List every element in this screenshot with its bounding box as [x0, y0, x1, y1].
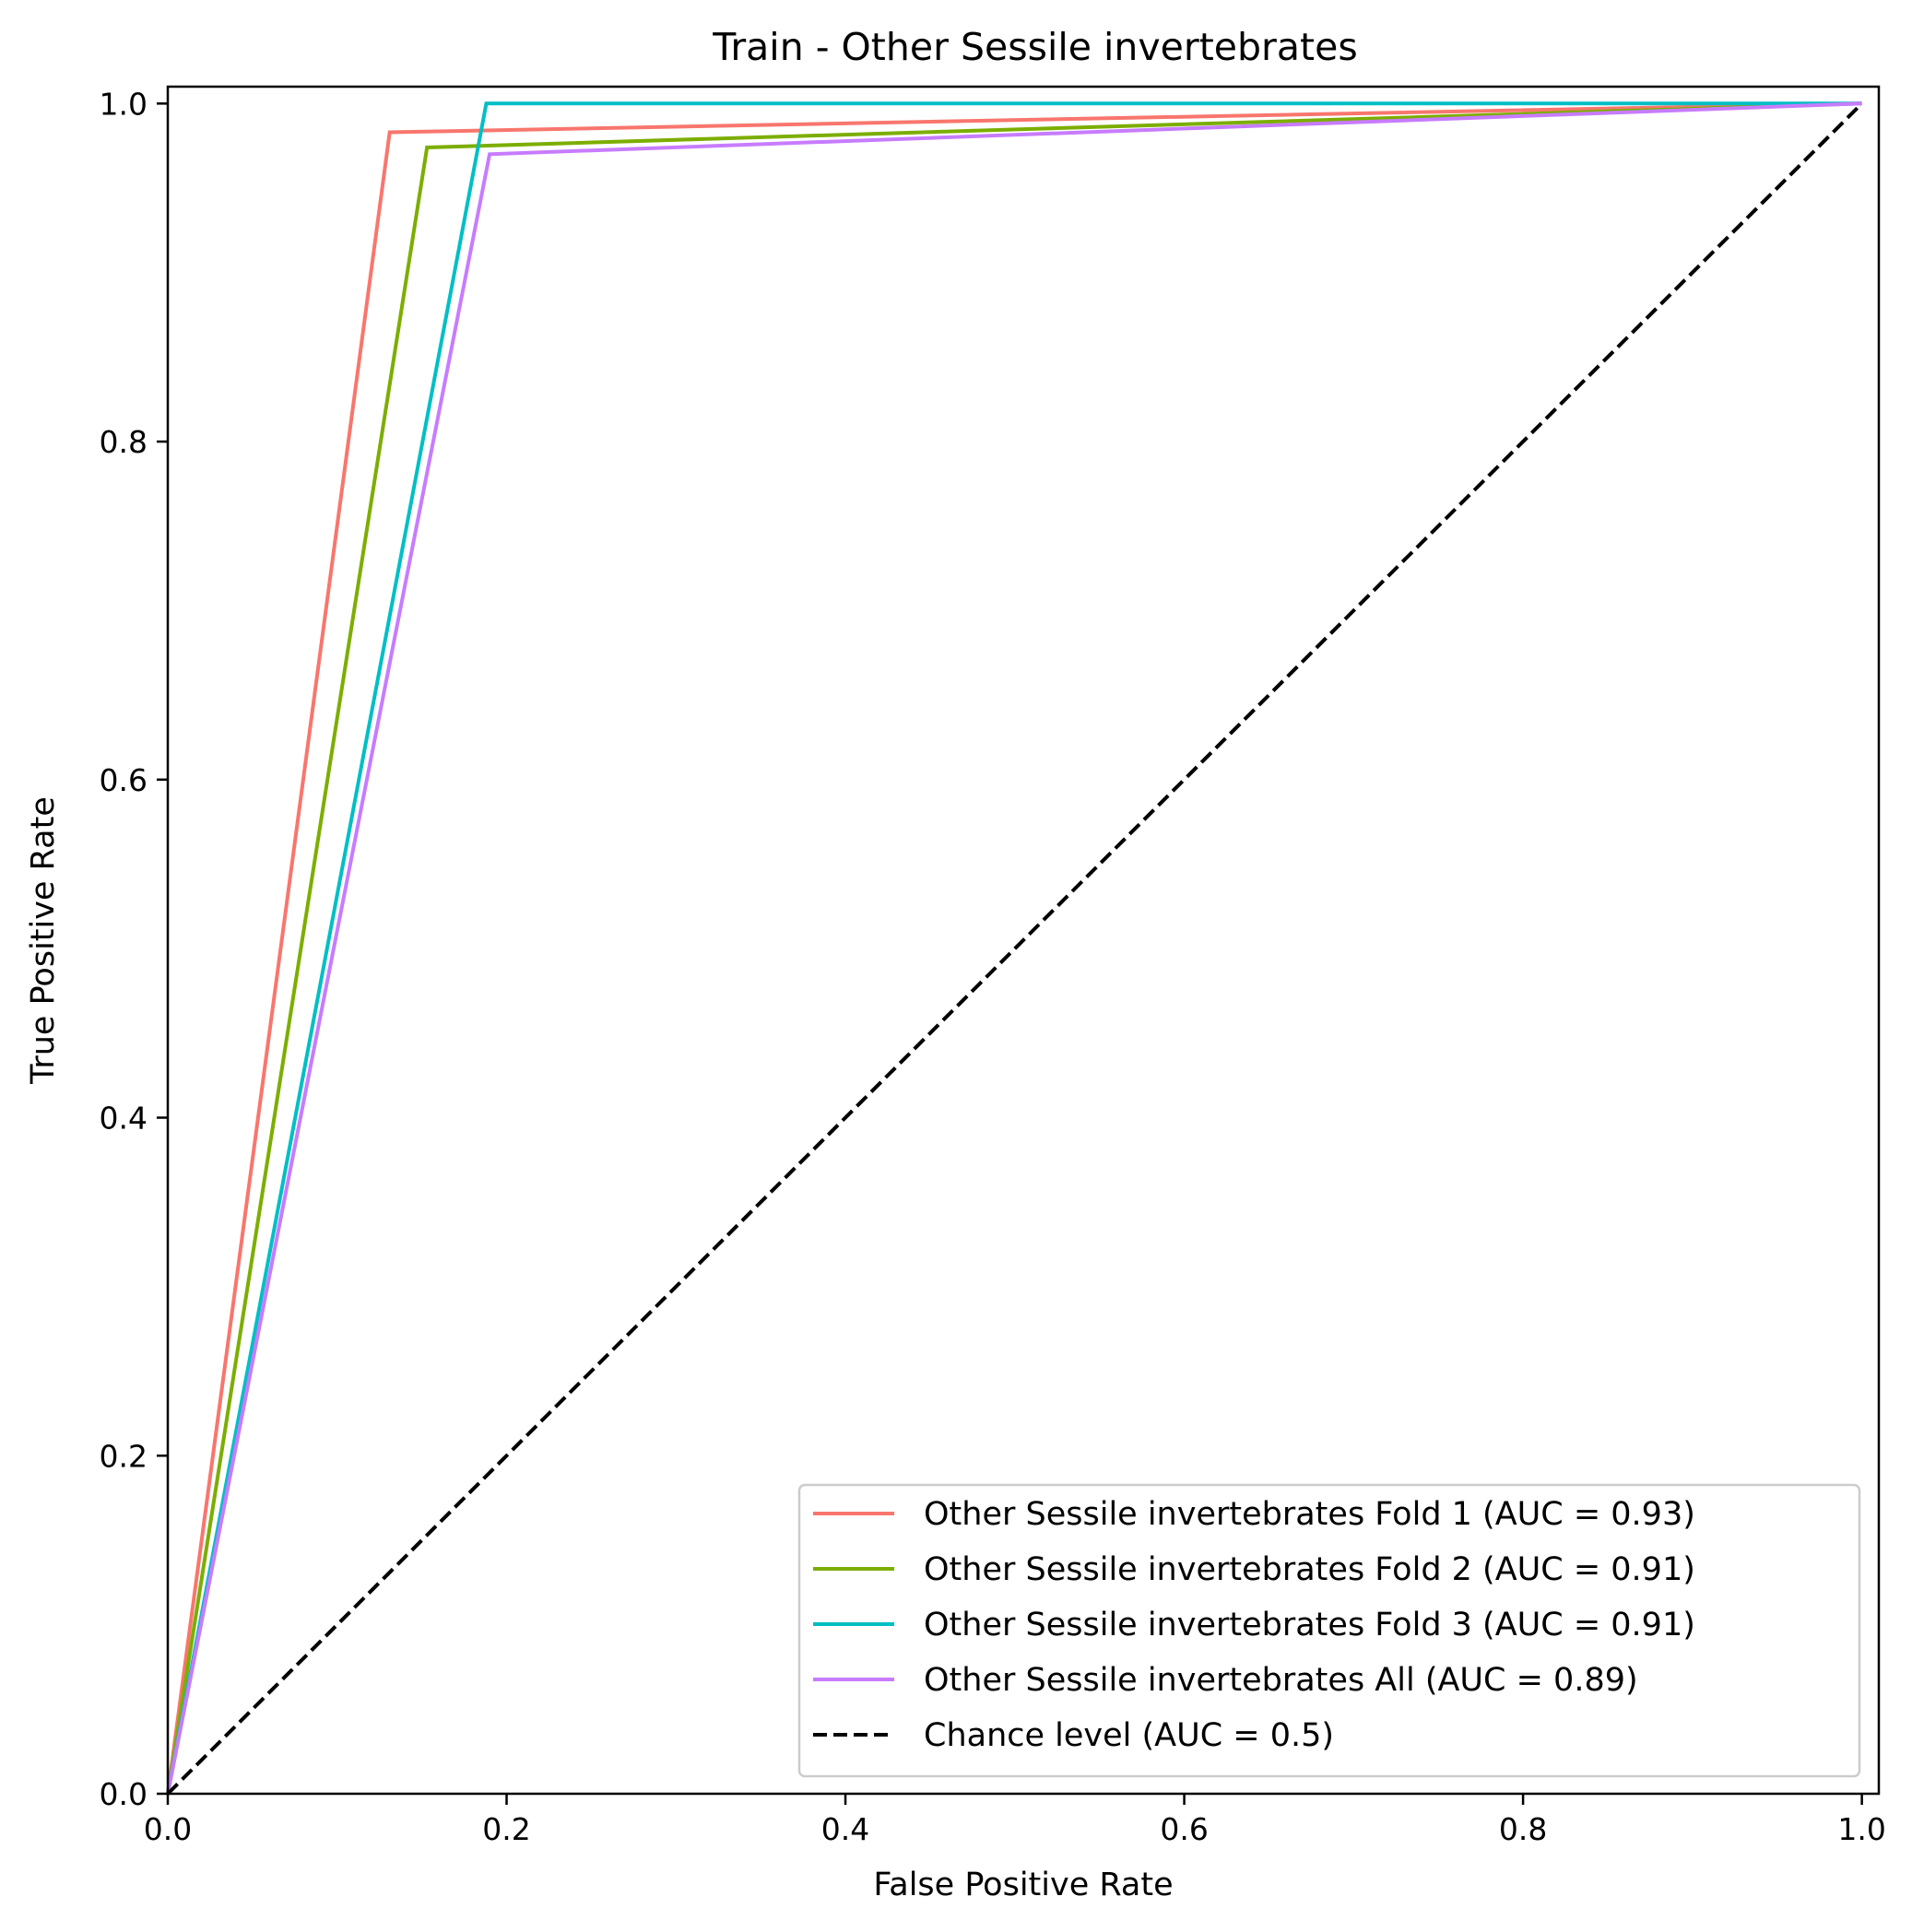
series-layer [166, 101, 1864, 1796]
series-line-fold-1 [166, 101, 1862, 1795]
legend-label: Chance level (AUC = 0.5) [924, 1717, 1334, 1754]
y-tick-label: 0.2 [100, 1438, 148, 1474]
y-tick-label: 0.4 [100, 1101, 148, 1137]
series-line-fold-2 [166, 101, 1862, 1795]
legend-label: Other Sessile invertebrates Fold 1 (AUC … [924, 1496, 1695, 1533]
series-line-all [166, 101, 1862, 1795]
legend-entry-fold-1: Other Sessile invertebrates Fold 1 (AUC … [813, 1496, 1695, 1533]
x-tick-label: 0.2 [482, 1811, 530, 1847]
legend-label: Other Sessile invertebrates Fold 2 (AUC … [924, 1551, 1695, 1588]
x-axis-label: False Positive Rate [873, 1867, 1173, 1903]
y-axis: 0.0 0.2 0.4 0.6 0.8 1.0 [100, 86, 168, 1812]
y-tick-label: 1.0 [100, 86, 148, 122]
y-tick-label: 0.0 [100, 1776, 148, 1812]
x-axis: 0.0 0.2 0.4 0.6 0.8 1.0 [144, 1794, 1886, 1847]
legend-label: Other Sessile invertebrates Fold 3 (AUC … [924, 1607, 1695, 1643]
x-tick-label: 1.0 [1837, 1811, 1885, 1847]
chance-level-line [166, 101, 1864, 1796]
x-tick-label: 0.0 [144, 1811, 192, 1847]
legend-frame [797, 1483, 1861, 1778]
plot-frame [166, 85, 1881, 1796]
legend: Other Sessile invertebrates Fold 1 (AUC … [797, 1483, 1861, 1778]
legend-entry-chance: Chance level (AUC = 0.5) [813, 1717, 1334, 1754]
chart-title: Train - Other Sessile invertebrates [712, 25, 1357, 69]
x-tick-label: 0.6 [1160, 1811, 1208, 1847]
x-tick-label: 0.4 [821, 1811, 869, 1847]
legend-entry-fold-2: Other Sessile invertebrates Fold 2 (AUC … [813, 1551, 1695, 1588]
x-tick-label: 0.8 [1499, 1811, 1547, 1847]
y-tick-label: 0.8 [100, 424, 148, 460]
series-line-fold-3 [166, 101, 1862, 1795]
y-tick-label: 0.6 [100, 762, 148, 798]
legend-label: Other Sessile invertebrates All (AUC = 0… [924, 1662, 1638, 1699]
legend-entry-fold-3: Other Sessile invertebrates Fold 3 (AUC … [813, 1607, 1695, 1643]
y-axis-label: True Positive Rate [25, 796, 62, 1085]
legend-entry-all: Other Sessile invertebrates All (AUC = 0… [813, 1662, 1638, 1699]
